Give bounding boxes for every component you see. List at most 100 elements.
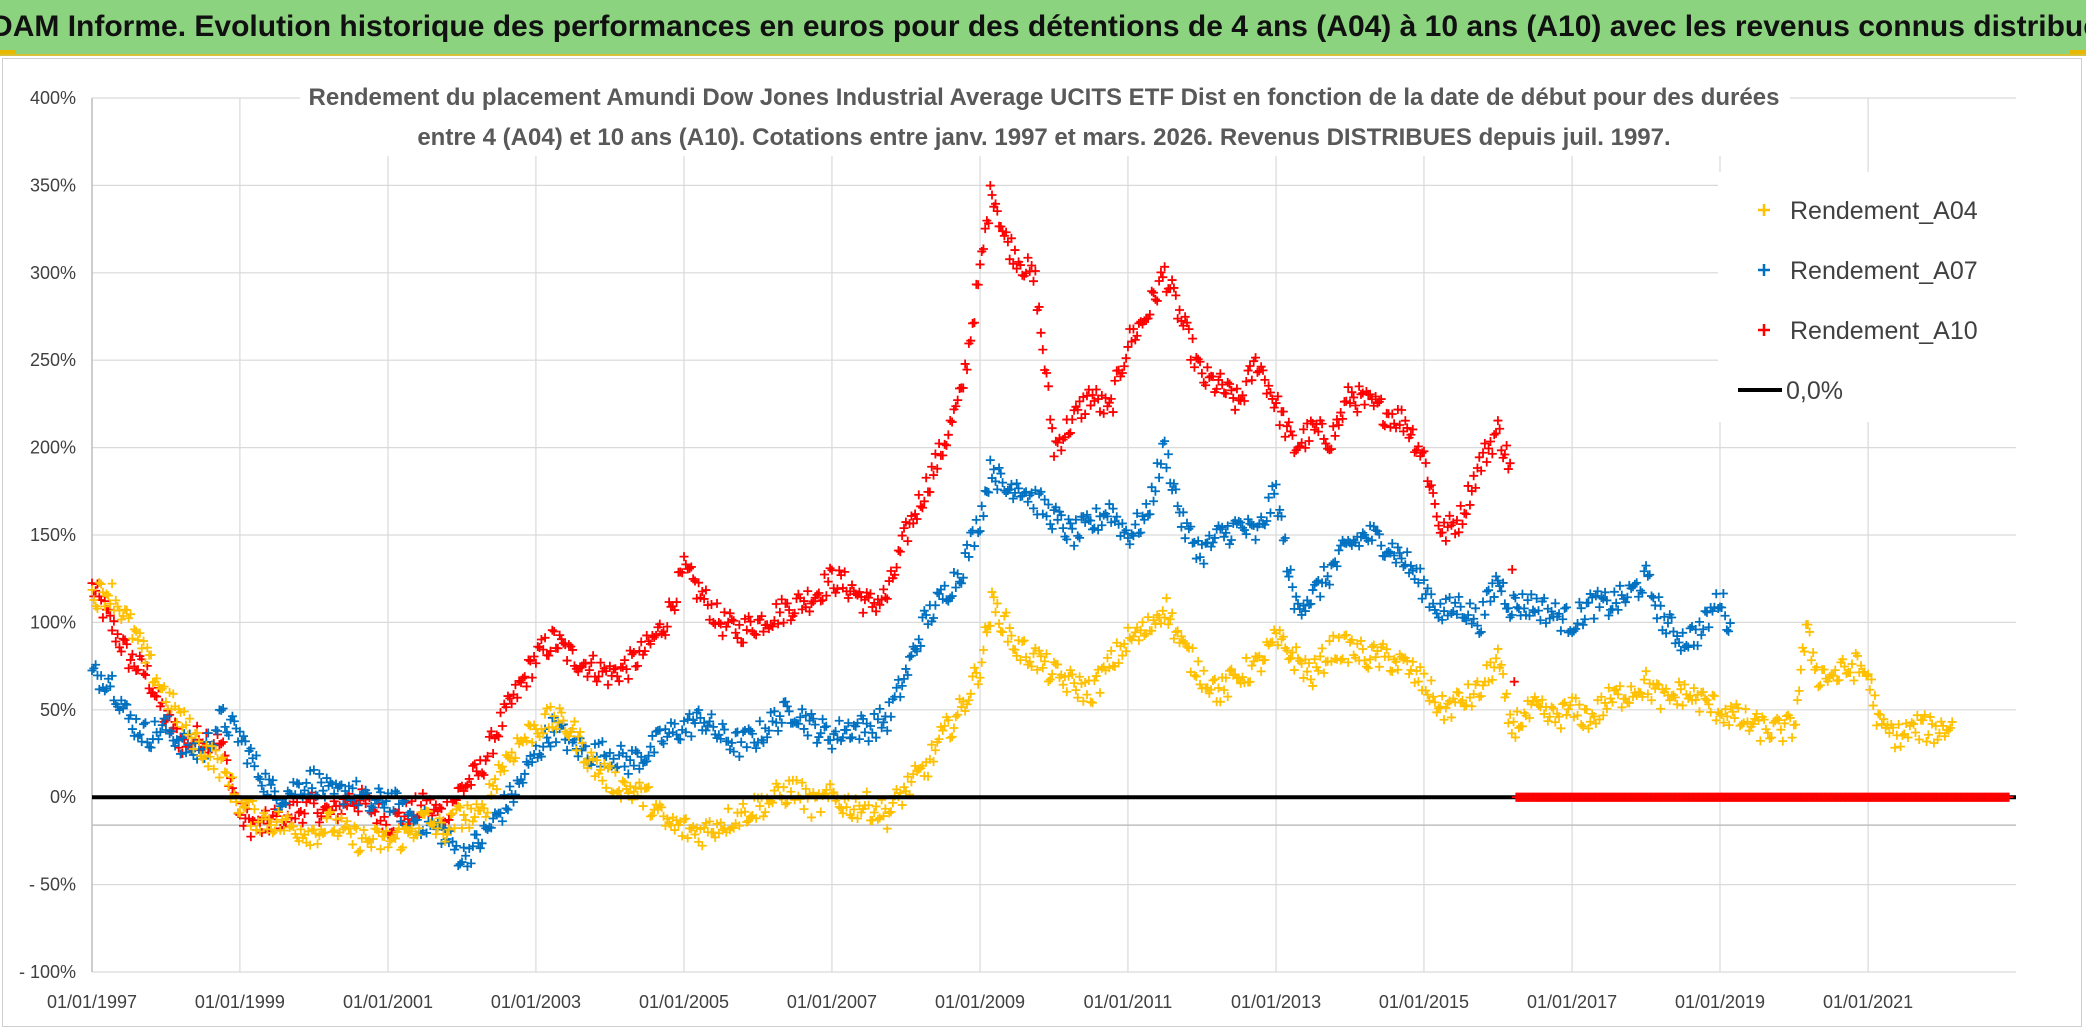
data-point: [623, 674, 633, 684]
data-point: [816, 807, 826, 817]
data-point: [127, 634, 137, 644]
data-point: [481, 756, 491, 766]
data-point: [1230, 405, 1240, 415]
data-point: [638, 801, 648, 811]
data-point: [1792, 695, 1802, 705]
data-point: [614, 786, 624, 796]
data-point: [1439, 715, 1449, 725]
data-point: [1445, 593, 1455, 603]
data-point: [1696, 630, 1706, 640]
data-point: [1163, 449, 1173, 459]
data-point: [1121, 353, 1131, 363]
data-point: [708, 722, 718, 732]
data-point: [1635, 586, 1645, 596]
data-point: [1089, 676, 1099, 686]
data-point: [1512, 602, 1522, 612]
data-point: [1027, 662, 1037, 672]
data-point: [518, 673, 528, 683]
x-tick-label: 01/01/2005: [639, 992, 729, 1012]
data-point: [103, 591, 113, 601]
data-point: [255, 826, 265, 836]
data-point: [1160, 613, 1170, 623]
data-point: [1191, 672, 1201, 682]
data-point: [1560, 698, 1570, 708]
data-point: [1426, 480, 1436, 490]
data-point: [1806, 655, 1816, 665]
data-point: [1474, 452, 1484, 462]
data-point: [934, 734, 944, 744]
data-point: [1402, 547, 1412, 557]
data-point: [1517, 589, 1527, 599]
data-point: [1578, 620, 1588, 630]
data-point: [764, 726, 774, 736]
data-point: [897, 531, 907, 541]
data-point: [725, 608, 735, 618]
data-point: [729, 616, 739, 626]
data-point: [929, 613, 939, 623]
data-point: [583, 763, 593, 773]
data-point: [379, 832, 389, 842]
data-point: [1297, 438, 1307, 448]
data-point: [686, 731, 696, 741]
data-point: [224, 780, 234, 790]
data-point: [222, 768, 232, 778]
data-point: [987, 587, 997, 597]
data-point: [166, 726, 176, 736]
data-point: [1728, 707, 1738, 717]
data-point: [1058, 523, 1068, 533]
data-point: [958, 573, 968, 583]
data-point: [773, 619, 783, 629]
data-point: [1576, 603, 1586, 613]
data-point: [1289, 665, 1299, 675]
data-point: [472, 830, 482, 840]
data-point: [1424, 482, 1434, 492]
data-point: [989, 464, 999, 474]
data-point: [610, 767, 620, 777]
data-point: [1371, 652, 1381, 662]
data-point: [1556, 626, 1566, 636]
data-point: [836, 803, 846, 813]
data-point: [1271, 398, 1281, 408]
data-point: [1945, 723, 1955, 733]
data-point: [899, 782, 909, 792]
data-point: [1384, 547, 1394, 557]
data-point: [436, 818, 446, 828]
data-point: [1730, 713, 1740, 723]
data-point: [596, 658, 606, 668]
x-tick-label: 01/01/2011: [1084, 992, 1173, 1012]
data-point: [1547, 702, 1557, 712]
data-point: [1465, 598, 1475, 608]
data-point: [1700, 694, 1710, 704]
data-point: [1006, 479, 1016, 489]
data-point: [895, 692, 905, 702]
data-point: [510, 753, 520, 763]
data-point: [1171, 484, 1181, 494]
data-point: [719, 823, 729, 833]
data-point: [1317, 419, 1327, 429]
data-point: [342, 816, 352, 826]
data-point: [1101, 393, 1111, 403]
data-point: [971, 515, 981, 525]
data-point: [1630, 579, 1640, 589]
data-point: [703, 720, 713, 730]
data-point: [1108, 407, 1118, 417]
data-point: [1360, 400, 1370, 410]
data-point: [1400, 416, 1410, 426]
data-point: [1156, 267, 1166, 277]
data-point: [1152, 296, 1162, 306]
data-point: [1287, 648, 1297, 658]
data-point: [712, 598, 722, 608]
data-point: [1573, 618, 1583, 628]
data-point: [818, 595, 828, 605]
data-point: [1539, 709, 1549, 719]
data-point: [490, 774, 500, 784]
data-point: [938, 450, 948, 460]
data-point: [685, 564, 695, 574]
data-point: [1286, 565, 1296, 575]
data-point: [1023, 253, 1033, 263]
data-point: [1206, 542, 1216, 552]
data-point: [1389, 419, 1399, 429]
data-point: [1785, 713, 1795, 723]
data-point: [919, 606, 929, 616]
